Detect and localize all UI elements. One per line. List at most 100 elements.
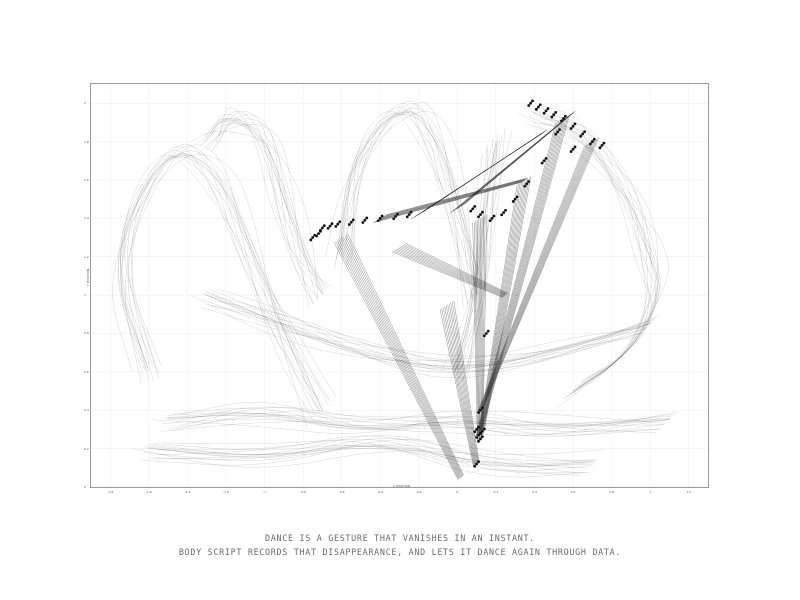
joint-marker: [546, 107, 550, 110]
joint-marker: [330, 222, 334, 226]
trajectory-line: [148, 444, 593, 467]
trajectory-line: [172, 407, 676, 430]
trajectory-line: [146, 446, 595, 465]
grid-lines: [91, 84, 708, 487]
trajectory-line: [534, 110, 658, 392]
trajectory-line: [148, 446, 595, 467]
trajectory-line: [547, 106, 652, 379]
x-tick-label: -1.4: [184, 490, 191, 494]
joint-marker: [407, 213, 411, 216]
joint-marker: [554, 132, 558, 136]
joint-marker: [542, 111, 546, 115]
trajectory-line: [127, 145, 320, 411]
trajectory-line: [153, 443, 594, 472]
joint-marker: [511, 200, 515, 203]
trajectory-line: [211, 305, 642, 366]
trajectory-line: [455, 143, 497, 368]
connection-ray: [380, 179, 525, 219]
joint-marker: [527, 180, 531, 183]
trajectory-line: [204, 294, 651, 367]
connection-ray: [478, 144, 588, 412]
joint-marker: [479, 408, 482, 412]
trajectory-line: [205, 118, 327, 292]
connection-ray: [477, 220, 480, 440]
y-tick-label: 0.8: [84, 331, 89, 336]
joint-marker: [473, 430, 477, 434]
connection-ray: [479, 116, 567, 435]
trajectory-line: [206, 292, 653, 369]
caption-line-1: DANCE IS A GESTURE THAT VANISHES IN AN I…: [265, 533, 535, 543]
trajectory-line: [544, 118, 647, 382]
joint-marker: [550, 115, 554, 119]
trajectory-line: [341, 102, 468, 305]
joint-marker: [479, 432, 482, 436]
x-tick-label: -1.8: [107, 490, 114, 494]
motion-trace-plot: [91, 84, 708, 487]
trajectory-line: [153, 435, 582, 474]
joint-markers: [309, 99, 606, 468]
joint-marker: [380, 214, 384, 218]
connection-ray: [478, 219, 481, 440]
joint-marker: [475, 436, 479, 439]
joint-marker: [588, 142, 592, 146]
trajectory-traces: [112, 101, 679, 478]
joint-marker: [479, 213, 482, 216]
joint-marker: [488, 219, 492, 223]
trajectory-line: [350, 106, 479, 295]
joint-marker: [600, 144, 604, 147]
joint-marker: [556, 130, 560, 134]
joint-marker: [583, 130, 586, 133]
connection-ray: [449, 303, 478, 464]
y-tick-label: 1: [84, 293, 86, 298]
connection-ray: [479, 184, 518, 432]
trajectory-line: [168, 415, 661, 432]
joint-marker: [534, 107, 538, 111]
trajectory-line: [200, 298, 645, 362]
trajectory-line: [142, 444, 594, 462]
trajectory-line: [334, 101, 464, 309]
trajectory-line: [121, 152, 323, 411]
connection-ray: [480, 114, 570, 434]
connection-ray: [472, 222, 478, 442]
joint-marker: [326, 226, 330, 230]
joint-marker: [515, 195, 519, 199]
joint-marker: [475, 428, 479, 431]
joint-marker: [529, 101, 533, 105]
trajectory-line: [144, 446, 597, 464]
connection-ray: [335, 241, 459, 480]
trajectory-line: [161, 440, 589, 478]
plot-area: [90, 83, 709, 488]
trajectory-line: [180, 402, 679, 436]
trajectory-line: [346, 101, 469, 305]
connection-ray: [477, 146, 585, 413]
joint-marker: [477, 433, 480, 437]
trajectory-line: [165, 414, 670, 428]
connection-ray: [477, 145, 587, 413]
joint-marker: [531, 99, 534, 103]
joint-marker: [542, 159, 546, 163]
trajectory-line: [211, 114, 314, 305]
joint-marker: [365, 216, 369, 220]
joint-marker: [538, 103, 542, 107]
trajectory-line: [206, 118, 325, 293]
trajectory-line: [168, 413, 670, 428]
connection-ray: [384, 178, 527, 216]
connection-ray: [346, 234, 464, 477]
connection-ray: [444, 306, 476, 465]
joint-marker: [571, 124, 575, 128]
joint-marker: [513, 197, 517, 201]
connection-ray: [480, 217, 483, 439]
trajectory-line: [346, 113, 484, 290]
joint-marker: [504, 208, 507, 212]
trajectory-line: [118, 154, 320, 415]
joint-marker: [558, 128, 561, 132]
connection-ray: [381, 179, 526, 218]
x-tick-label: -0.4: [377, 490, 384, 494]
joint-marker: [561, 117, 565, 120]
joint-marker: [363, 218, 367, 222]
connection-ray: [344, 235, 463, 477]
connection-ray: [399, 246, 506, 296]
joint-marker: [473, 205, 477, 208]
trajectory-line: [206, 294, 651, 368]
joint-marker: [322, 224, 326, 228]
